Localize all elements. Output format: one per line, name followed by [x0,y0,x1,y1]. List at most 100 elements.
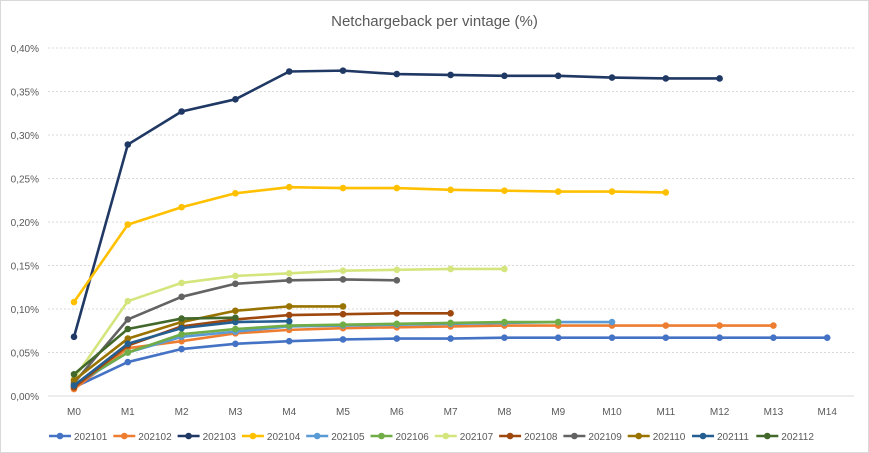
data-point [554,318,562,326]
data-point [124,335,132,342]
y-tick-label: 0,00% [11,392,39,403]
data-point [823,334,831,342]
series-line [73,305,343,382]
data-point [285,276,293,284]
y-tick-label: 0,30% [11,131,39,142]
data-point [447,186,454,194]
data-point [178,345,185,353]
data-point [178,108,185,115]
data-point [662,189,670,196]
data-point [285,303,293,310]
data-point [124,316,132,323]
series-line [72,185,666,303]
data-point [124,221,132,228]
data-point [232,272,239,280]
data-point [70,333,78,341]
y-tick-label: 0,20% [11,218,39,229]
legend-item-202106: 202106 [370,432,430,443]
legend-marker [571,432,578,440]
data-point [447,310,454,317]
series-line [73,336,828,389]
data-point [716,322,723,329]
y-tick-label: 0,15% [11,262,39,273]
data-point [608,74,616,81]
data-point [285,317,293,325]
x-tick-label: M12 [710,407,730,418]
legend-label: 202110 [653,432,686,443]
legend-label: 202104 [267,432,301,443]
legend-label: 202101 [74,432,108,443]
legend-item-202112: 202112 [756,432,814,443]
legend-label: 202109 [588,432,622,443]
series-line [73,324,774,391]
data-point [554,334,562,342]
data-point [124,340,132,348]
legend-label: 202102 [138,432,172,443]
data-point [232,280,239,288]
legend-item-202101: 202101 [49,432,108,443]
data-point [285,337,293,345]
data-point [608,318,616,326]
data-point [447,71,454,79]
data-point [393,310,401,317]
data-point [124,141,132,148]
data-point [70,382,78,389]
data-point [70,377,78,384]
x-tick-label: M7 [444,407,458,418]
legend-label: 202111 [717,432,749,443]
data-point [339,184,347,192]
data-point [178,279,185,287]
series-202111 [70,317,293,389]
y-tick-label: 0,05% [11,349,39,360]
legend-label: 202107 [460,432,494,443]
data-point [178,203,185,211]
legend-marker [442,432,450,440]
data-point [339,267,347,275]
data-point [608,334,616,342]
legend-marker [313,432,321,440]
legend-marker [185,432,192,440]
y-tick-label: 0,25% [11,175,39,186]
x-tick-label: M6 [390,407,404,418]
data-point [70,298,78,306]
legend-marker [506,432,514,440]
legend-item-202105: 202105 [306,432,365,443]
legend-marker [699,432,707,440]
x-tick-label: M13 [764,407,784,418]
data-point [124,325,132,333]
series-line [73,316,236,376]
legend-item-202102: 202102 [113,432,172,443]
data-point [178,324,185,332]
x-tick-label: M0 [67,407,81,418]
data-point [232,325,239,333]
data-point [501,72,508,80]
data-point [393,335,401,342]
data-point [285,183,293,191]
data-point [339,336,347,343]
series-line [72,69,720,338]
data-point [232,307,239,315]
x-tick-label: M10 [602,407,622,418]
legend-marker [378,432,385,440]
data-point [124,358,132,366]
data-point [232,314,239,322]
data-point [178,330,185,338]
x-tick-label: M4 [282,407,296,418]
data-point [393,70,401,78]
legend-item-202111: 202111 [692,432,749,443]
data-point [178,293,185,301]
x-tick-label: M11 [656,407,675,418]
series-202112 [70,314,239,378]
data-point [124,349,132,356]
data-point [501,265,508,273]
data-point [232,189,239,197]
legend-label: 202105 [331,432,365,443]
x-tick-label: M2 [175,407,189,418]
x-tick-label: M9 [551,407,565,418]
data-point [339,67,347,74]
legend-label: 202106 [396,432,430,443]
data-point [501,334,508,342]
data-point [339,321,347,328]
